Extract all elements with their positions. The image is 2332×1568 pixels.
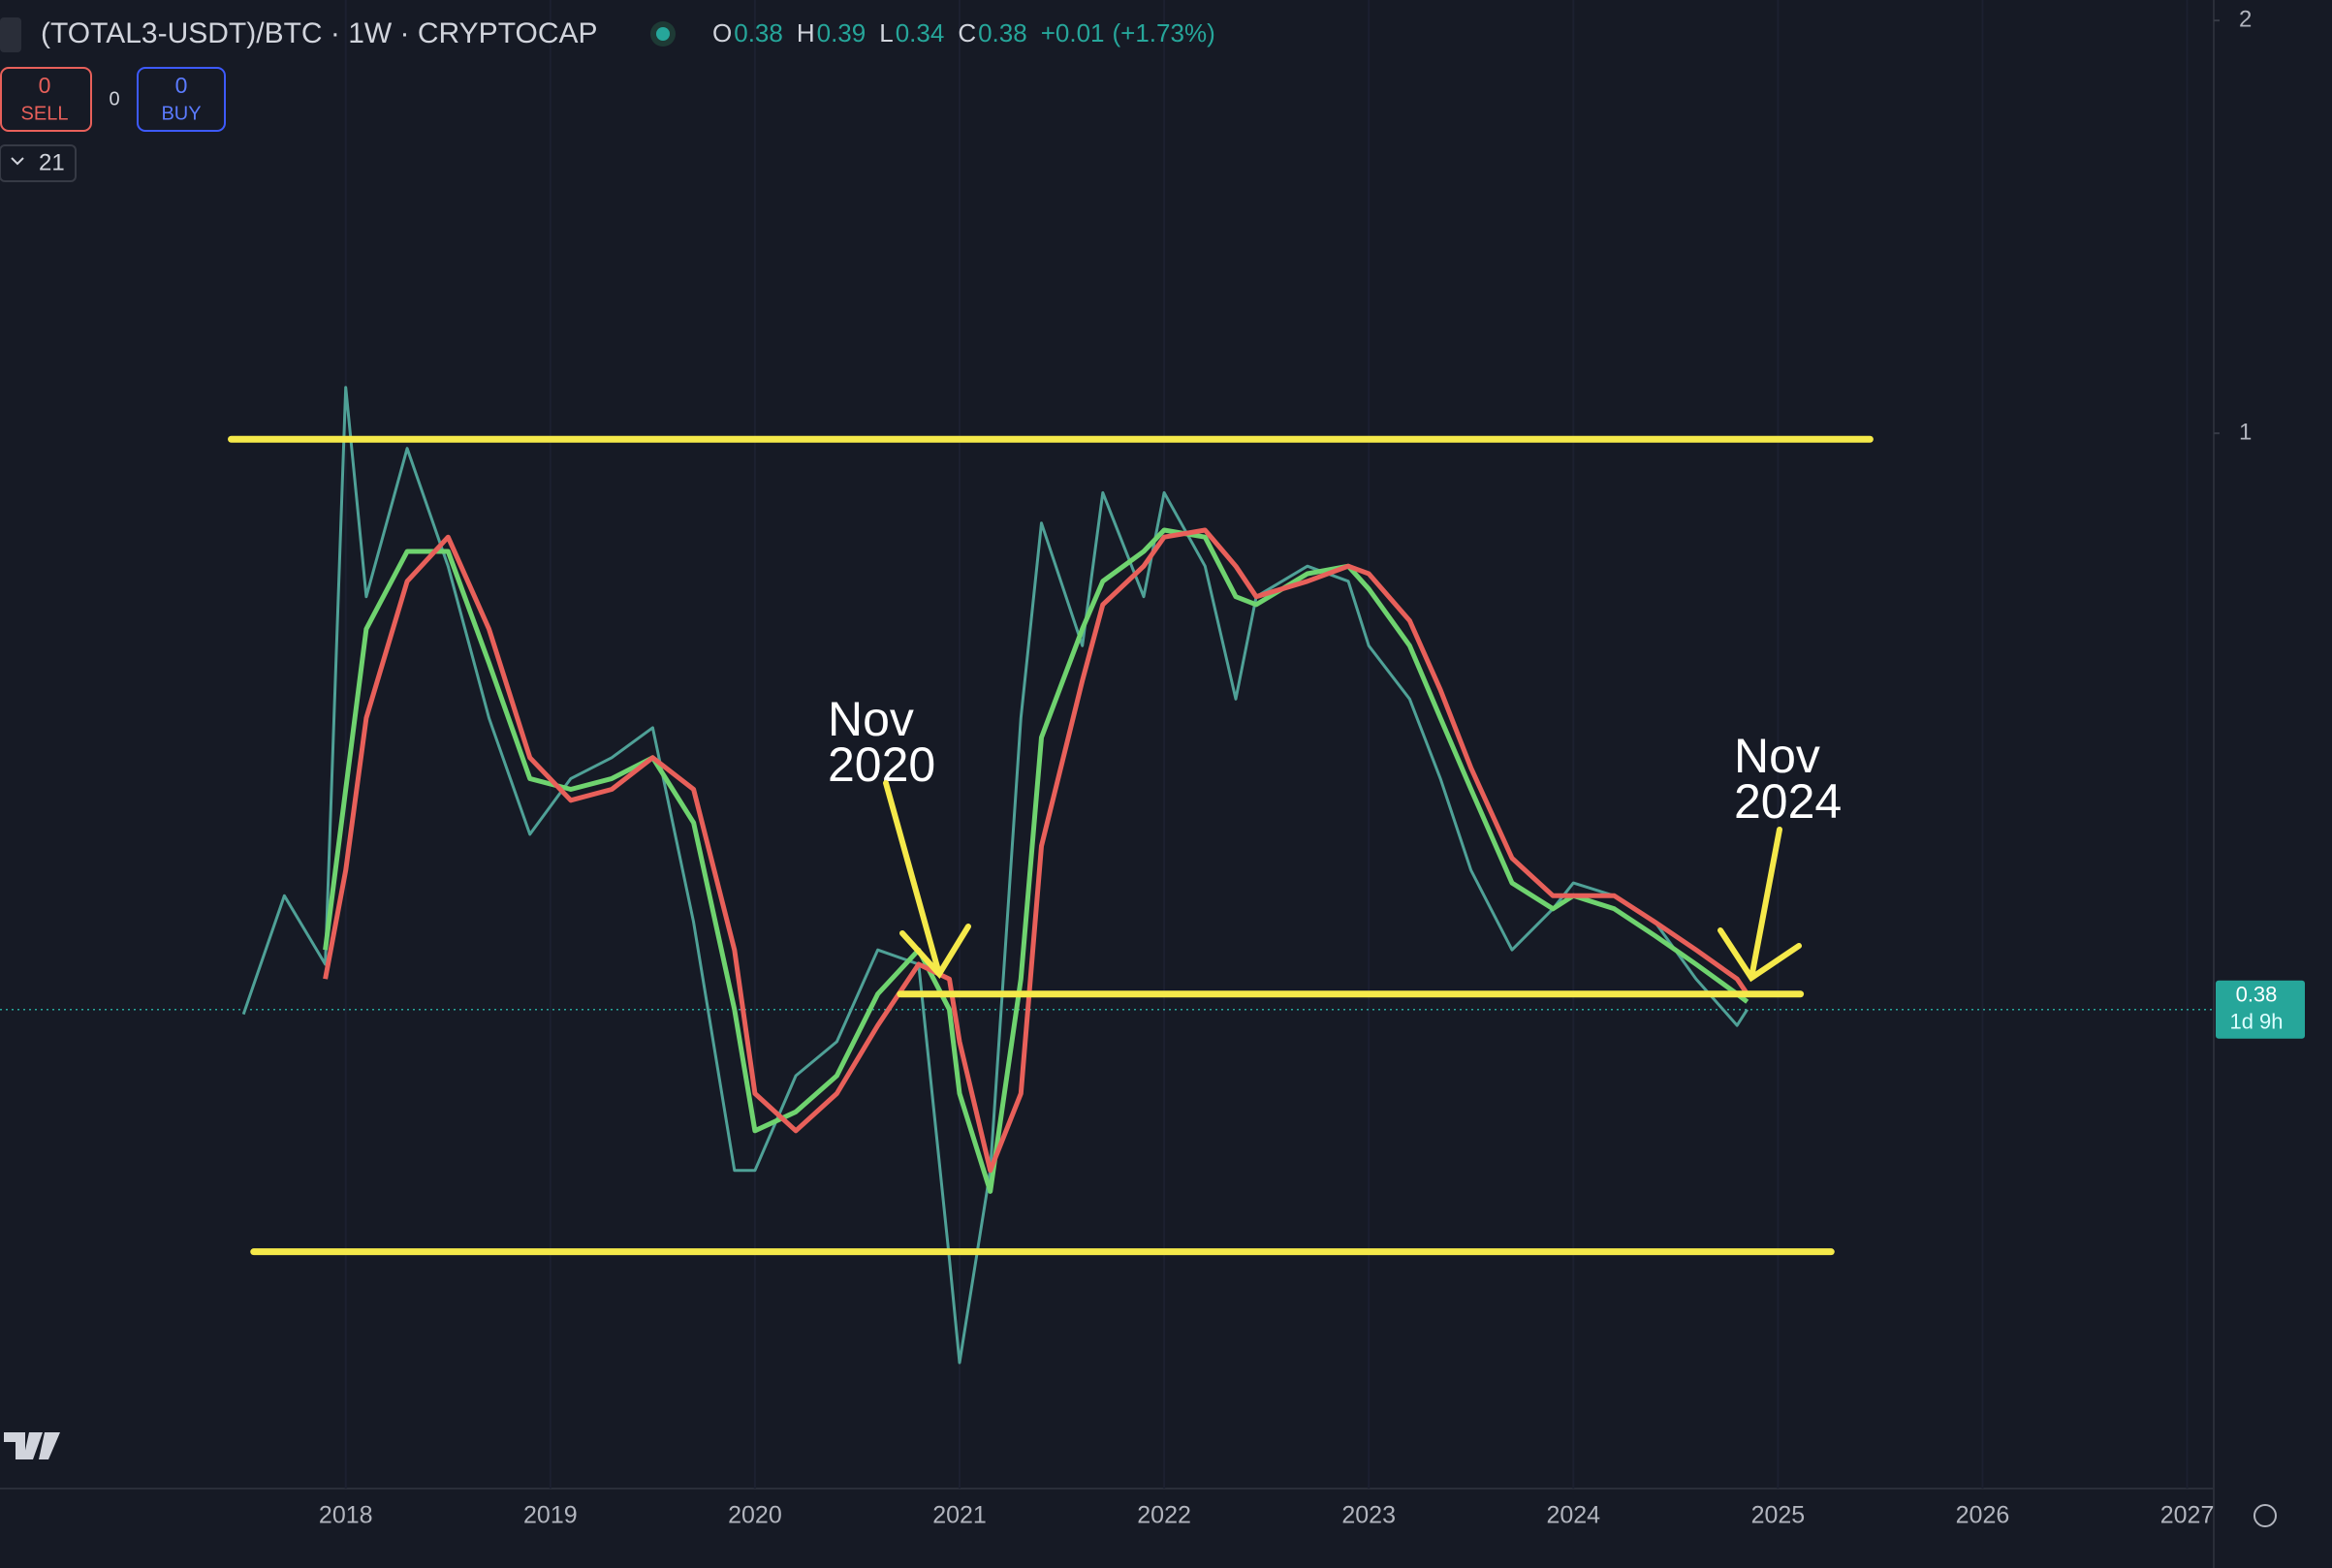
annotation-text: 2024 (1734, 774, 1842, 829)
x-tick-label: 2019 (523, 1502, 578, 1529)
x-tick-label: 2022 (1137, 1502, 1191, 1529)
y-tick-label: 1 (2239, 419, 2252, 445)
buy-button[interactable] (137, 67, 226, 132)
ohlc-key: O (712, 18, 732, 47)
symbol-icon (0, 17, 21, 52)
chevron (11, 157, 24, 166)
status-dot (656, 27, 670, 41)
plot-area (0, 0, 2214, 1489)
indicator-count: 21 (39, 149, 65, 175)
countdown: 1d 9h (2229, 1010, 2283, 1034)
ohlc-value: 0.38 (734, 18, 783, 47)
sell-value: 0 (39, 73, 51, 98)
series-line (323, 527, 1749, 1174)
buy-label: BUY (161, 103, 201, 124)
price-label: 0.38 (2236, 983, 2278, 1007)
annotation-arrow (883, 780, 971, 979)
annotation-text: Nov (1734, 729, 1820, 783)
x-tick-label: 2020 (728, 1502, 782, 1529)
annotation-arrow (1717, 827, 1802, 983)
x-tick-label: 2024 (1546, 1502, 1600, 1529)
buy-value: 0 (175, 73, 188, 98)
x-tick-label: 2025 (1751, 1502, 1806, 1529)
x-tick-label: 2027 (2160, 1502, 2215, 1529)
x-tick-label: 2026 (1956, 1502, 2010, 1529)
settings-icon[interactable] (2253, 1504, 2277, 1527)
x-tick-label: 2023 (1341, 1502, 1396, 1529)
indicator-toggle[interactable] (0, 144, 77, 182)
ohlc-value: 0.39 (817, 18, 867, 47)
ohlc-key: L (879, 18, 893, 47)
logo (4, 1432, 60, 1459)
ohlc-key: H (797, 18, 815, 47)
y-tick-label: 2 (2239, 6, 2252, 32)
spread: 0 (109, 88, 119, 110)
ohlc-legend: O 0.38 H 0.39 L 0.34 C 0.38 +0.01 (+1.73%) (712, 18, 1215, 47)
price-label-box (2216, 980, 2305, 1039)
annotation-text: 2020 (828, 737, 935, 792)
series-line (241, 386, 1749, 1364)
sell-label: SELL (21, 103, 69, 124)
series-line (323, 527, 1749, 1194)
ohlc-value: 0.34 (896, 18, 945, 47)
change-pct: (+1.73%) (1113, 18, 1215, 47)
ohlc-key: C (958, 18, 976, 47)
ohlc-value: 0.38 (978, 18, 1027, 47)
chart-title: (TOTAL3-USDT)/BTC · 1W · CRYPTOCAP (41, 17, 598, 49)
sell-button[interactable] (0, 67, 92, 132)
x-tick-label: 2021 (932, 1502, 987, 1529)
x-tick-label: 2018 (319, 1502, 373, 1529)
change: +0.01 (1041, 18, 1105, 47)
annotation-text: Nov (828, 692, 914, 746)
